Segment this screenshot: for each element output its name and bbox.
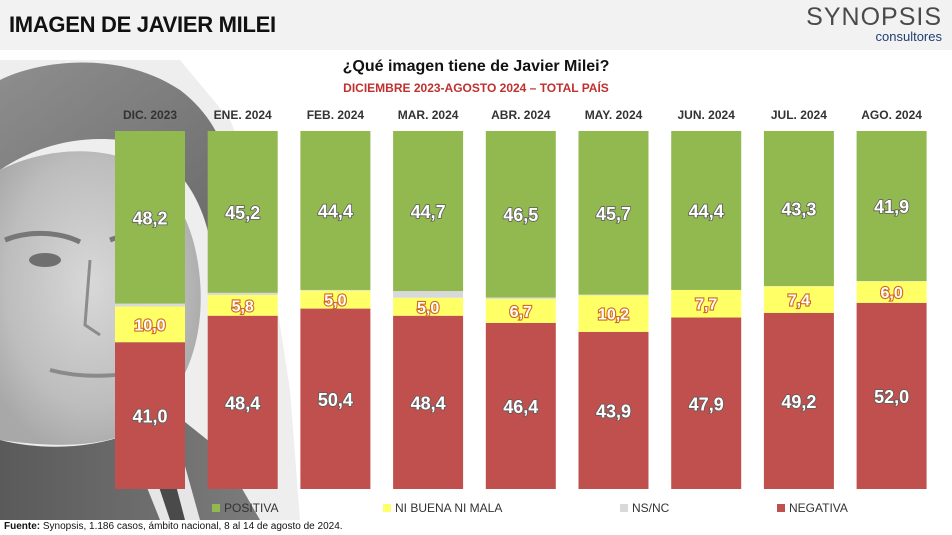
data-label: 48,4 (411, 393, 446, 413)
source-text: Synopsis, 1.186 casos, ámbito nacional, … (40, 521, 343, 532)
data-label: 46,4 (503, 397, 538, 417)
bar-segment-negativa (207, 315, 278, 489)
bar-segment-ns-nc (393, 291, 464, 298)
bar-segment-negativa (856, 302, 927, 489)
bar-segment-positiva (115, 131, 185, 304)
category-label: DIC. 2023 (123, 108, 177, 122)
bar-segment-ni-buena-ni-mala (856, 281, 927, 303)
data-label: 43,9 (596, 401, 631, 421)
bar-segment-ns-nc (300, 289, 371, 291)
data-label: 6,0 (880, 285, 902, 302)
bar-segment-ni-buena-ni-mala (671, 289, 742, 318)
bar-segment-ns-nc (115, 303, 185, 307)
data-label: 48,4 (225, 393, 260, 413)
legend-label: POSITIVA (224, 501, 278, 515)
bar-segment-ni-buena-ni-mala (485, 298, 556, 323)
legend-label: NEGATIVA (789, 501, 848, 515)
data-label: 44,7 (411, 202, 446, 222)
data-label: 5,8 (232, 298, 254, 315)
data-label: 45,2 (225, 203, 260, 223)
data-label: 49,2 (781, 392, 816, 412)
category-label: JUL. 2024 (771, 108, 827, 122)
source-note: Fuente: Synopsis, 1.186 casos, ámbito na… (4, 521, 343, 532)
data-label: 5,0 (417, 300, 439, 317)
data-label: 5,0 (324, 293, 346, 310)
bar-segment-negativa (300, 308, 371, 489)
bar-segment-ni-buena-ni-mala (578, 295, 649, 332)
bar-segment-ns-nc (578, 294, 649, 296)
category-label: FEB. 2024 (307, 108, 365, 122)
header-bar: IMAGEN DE JAVIER MILEI SYNOPSIS consulto… (0, 0, 952, 50)
logo-main-text: SYNOPSIS (806, 3, 942, 31)
page-title: IMAGEN DE JAVIER MILEI (9, 12, 276, 37)
chart-title: ¿Qué imagen tiene de Javier Milei? (342, 58, 610, 75)
data-label: 41,0 (132, 407, 167, 427)
data-label: 43,3 (781, 200, 816, 220)
bar-segment-ni-buena-ni-mala (393, 297, 464, 316)
data-label: 7,7 (695, 297, 717, 314)
chart-subtitle: DICIEMBRE 2023-AGOSTO 2024 – TOTAL PAÍS (343, 81, 609, 95)
bar-segment-ni-buena-ni-mala (115, 306, 185, 343)
bar-segment-positiva (763, 131, 834, 287)
logo-sub-text: consultores (875, 29, 942, 44)
bar-segment-ns-nc (485, 297, 556, 299)
data-label: 44,4 (689, 201, 724, 221)
bar-segment-positiva (393, 131, 464, 292)
bar-segment-positiva (207, 131, 278, 293)
data-label: 47,9 (689, 394, 724, 414)
synopsis-logo: SYNOPSIS consultores (806, 4, 942, 44)
category-label: MAY. 2024 (585, 108, 643, 122)
category-label: JUN. 2024 (678, 108, 736, 122)
legend-label: NS/NC (632, 501, 670, 515)
data-label: 10,2 (598, 307, 629, 324)
bar-segment-positiva (485, 131, 556, 298)
bar-segment-negativa (578, 331, 649, 489)
source-label: Fuente: (4, 521, 41, 532)
legend-swatch (777, 504, 785, 512)
bar-segment-positiva (578, 131, 649, 295)
data-label: 50,4 (318, 390, 353, 410)
category-label: AGO. 2024 (861, 108, 922, 122)
category-label: ABR. 2024 (491, 108, 551, 122)
bar-segment-positiva (300, 131, 371, 290)
category-label: MAR. 2024 (398, 108, 459, 122)
bar-segment-ni-buena-ni-mala (207, 294, 278, 316)
bar-segment-ni-buena-ni-mala (763, 286, 834, 313)
legend-swatch (383, 504, 391, 512)
data-label: 48,2 (132, 208, 167, 228)
legend-label: NI BUENA NI MALA (395, 501, 502, 515)
bar-segment-positiva (671, 131, 742, 290)
bar-segment-ni-buena-ni-mala (300, 290, 371, 309)
bar-segment-positiva (856, 131, 927, 282)
legend-swatch (620, 504, 628, 512)
bar-segment-negativa (115, 342, 185, 489)
legend-swatch (212, 504, 220, 512)
data-label: 44,4 (318, 201, 353, 221)
bar-segment-negativa (763, 312, 834, 489)
data-label: 52,0 (874, 387, 909, 407)
data-label: 41,9 (874, 197, 909, 217)
bar-segment-negativa (393, 315, 464, 489)
data-label: 45,7 (596, 204, 631, 224)
category-label: ENE. 2024 (214, 108, 272, 122)
bar-segment-ns-nc (207, 292, 278, 295)
bar-segment-negativa (671, 317, 742, 489)
data-label: 7,4 (788, 293, 810, 310)
data-label: 46,5 (503, 205, 538, 225)
bar-segment-negativa (485, 322, 556, 489)
data-label: 10,0 (134, 317, 165, 334)
data-label: 6,7 (510, 304, 532, 321)
